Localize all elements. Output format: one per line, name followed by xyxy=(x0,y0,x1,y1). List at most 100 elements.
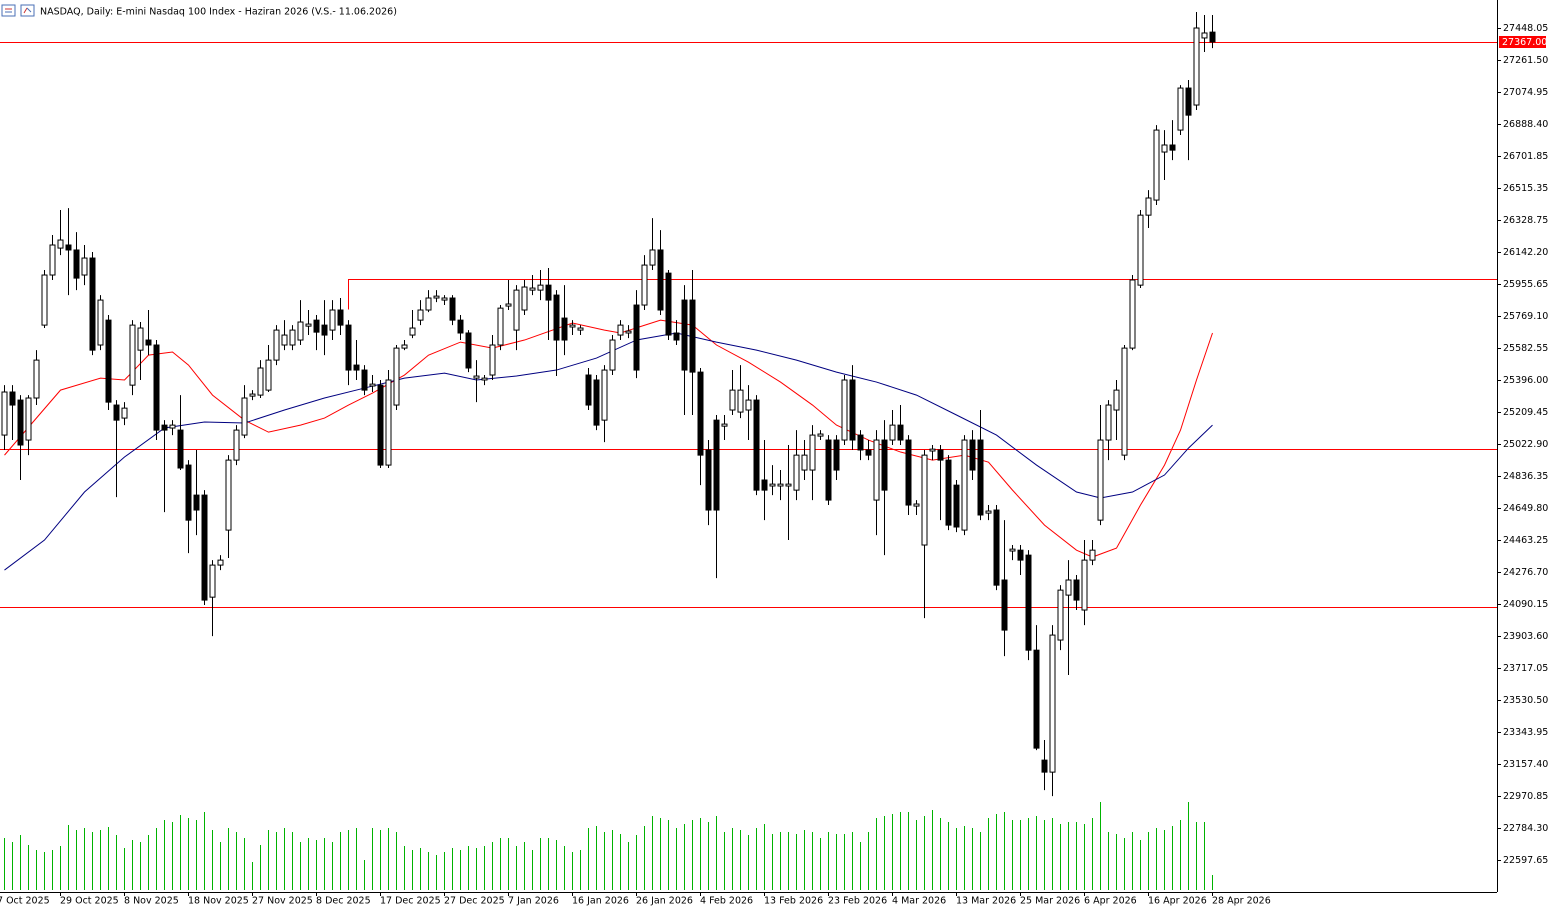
candle-body xyxy=(521,286,528,311)
x-tick-label: 25 Mar 2026 xyxy=(1020,896,1080,907)
candle-body xyxy=(41,274,48,326)
y-tick-label: 25955.65 xyxy=(1503,279,1548,290)
candle-body xyxy=(217,559,224,566)
candle-body xyxy=(177,429,184,469)
candle-body xyxy=(745,399,752,411)
candle-body xyxy=(841,379,848,441)
candle-body xyxy=(873,439,880,501)
candle-body xyxy=(937,449,944,461)
candle-body xyxy=(665,272,672,336)
candle-body xyxy=(329,309,336,331)
y-tick-label: 23157.40 xyxy=(1503,759,1548,770)
icon xyxy=(20,4,35,17)
candle-body xyxy=(617,324,624,336)
candle-body xyxy=(641,264,648,306)
candle-body xyxy=(905,439,912,506)
candle-body xyxy=(1177,87,1184,131)
candle-body xyxy=(1129,279,1136,349)
candle-body xyxy=(505,303,512,307)
candle-body xyxy=(233,429,240,461)
candle-body xyxy=(649,249,656,266)
y-tick-label: 22784.30 xyxy=(1503,823,1548,834)
candle-body xyxy=(1089,549,1096,561)
y-tick-label: 25396.00 xyxy=(1503,375,1548,386)
candle-body xyxy=(889,424,896,441)
candle-body xyxy=(793,454,800,491)
y-tick-label: 25209.45 xyxy=(1503,407,1548,418)
candle-body xyxy=(1169,144,1176,151)
candle-body xyxy=(1121,347,1128,456)
candle-body xyxy=(25,397,32,441)
candle-body xyxy=(529,287,536,291)
candle-body xyxy=(265,359,272,391)
y-tick-label: 26515.35 xyxy=(1503,183,1548,194)
candle-body xyxy=(81,257,88,276)
y-tick-label: 27074.95 xyxy=(1503,87,1548,98)
y-tick-label: 25022.90 xyxy=(1503,439,1548,450)
candle-body xyxy=(929,448,936,452)
candle-body xyxy=(9,391,16,406)
candle-body xyxy=(721,423,728,427)
candle-body xyxy=(633,304,640,371)
x-tick-label: 6 Apr 2026 xyxy=(1084,896,1137,907)
candle-body xyxy=(409,327,416,336)
candle-body xyxy=(361,369,368,391)
candle-body xyxy=(49,244,56,276)
y-tick-label: 24463.25 xyxy=(1503,535,1548,546)
x-tick-label: 8 Nov 2025 xyxy=(124,896,179,907)
candle-body xyxy=(1049,634,1056,773)
candle-body xyxy=(1001,579,1008,631)
candle-body xyxy=(897,424,904,441)
candle-body xyxy=(969,439,976,471)
header-icons xyxy=(1,4,35,17)
candle-body xyxy=(457,319,464,334)
candle-body xyxy=(473,375,480,379)
icon-line xyxy=(26,7,32,13)
candle-body xyxy=(833,439,840,471)
x-tick-label: 27 Dec 2025 xyxy=(444,896,505,907)
candle-body xyxy=(297,321,304,341)
candle-body xyxy=(1161,144,1168,153)
candle-body xyxy=(313,319,320,333)
candle-body xyxy=(321,324,328,336)
candle-body xyxy=(1145,197,1152,216)
candle-body xyxy=(17,399,24,446)
candle-body xyxy=(561,317,568,341)
candle-body xyxy=(993,509,1000,586)
candle-body xyxy=(345,324,352,371)
candle-body xyxy=(1105,404,1112,441)
candle-body xyxy=(921,454,928,546)
candle-body xyxy=(777,483,784,487)
candle-body xyxy=(1201,32,1208,39)
candle-body xyxy=(209,564,216,598)
candle-body xyxy=(1097,439,1104,521)
chart-title: NASDAQ, Daily: E-mini Nasdaq 100 Index -… xyxy=(40,7,397,18)
candle-body xyxy=(385,379,392,466)
candle-body xyxy=(913,503,920,507)
x-tick-label: 23 Feb 2026 xyxy=(828,896,887,907)
candle-body xyxy=(1113,389,1120,411)
x-tick-label: 17 Dec 2025 xyxy=(380,896,441,907)
candle-body xyxy=(601,369,608,421)
candle-body xyxy=(953,484,960,528)
y-tick-label: 26888.40 xyxy=(1503,119,1548,130)
y-tick-label: 24090.15 xyxy=(1503,599,1548,610)
candle-body xyxy=(593,379,600,426)
candle-body xyxy=(33,359,40,399)
candle-body xyxy=(785,483,792,487)
candle-body xyxy=(249,393,256,397)
candle-body xyxy=(433,295,440,299)
candle-body xyxy=(465,332,472,369)
moving-average xyxy=(4,319,1213,558)
candle-body xyxy=(281,334,288,346)
candle-body xyxy=(697,371,704,456)
candle-body xyxy=(241,397,248,436)
candle-body xyxy=(337,309,344,326)
candle-body xyxy=(137,327,144,351)
x-tick-label: 8 Dec 2025 xyxy=(316,896,371,907)
y-tick-label: 23530.50 xyxy=(1503,695,1548,706)
x-tick-label: 28 Apr 2026 xyxy=(1212,896,1271,907)
